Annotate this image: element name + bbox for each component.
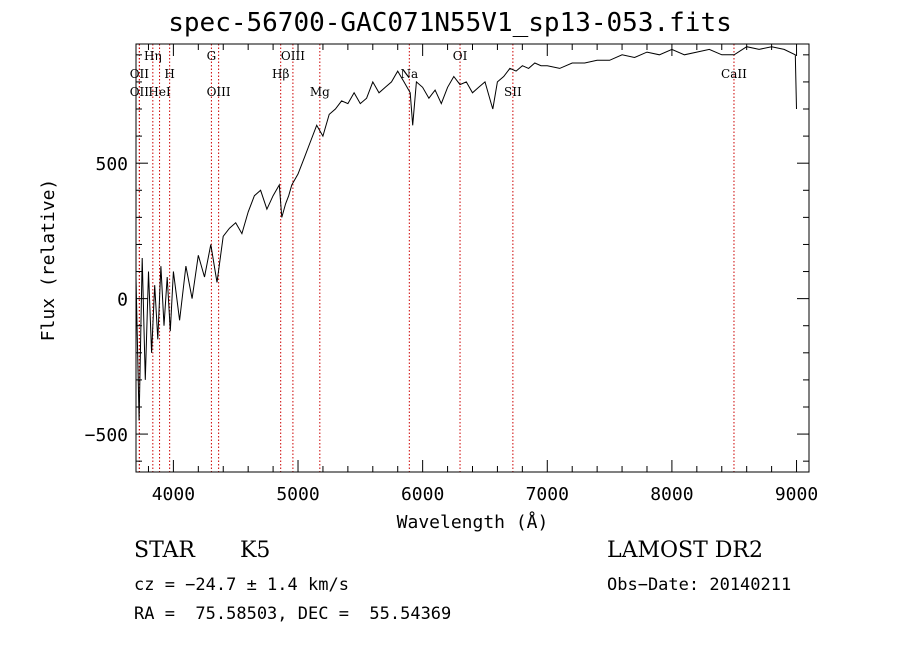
line-marker-label-2: H bbox=[164, 67, 174, 81]
x-axis-label: Wavelength (Å) bbox=[397, 511, 549, 533]
spectrum-line bbox=[135, 46, 797, 421]
line-marker-label-12: SII bbox=[504, 85, 522, 99]
x-tick-label-0: 4000 bbox=[152, 484, 195, 505]
y-tick-label-0: −500 bbox=[85, 425, 128, 446]
line-marker-label-4: HeI bbox=[148, 85, 171, 99]
line-marker-label-10: Na bbox=[400, 67, 418, 81]
obs-date-label: Obs−Date: 20140211 bbox=[607, 575, 792, 595]
x-tick-label-1: 5000 bbox=[276, 484, 319, 505]
line-marker-label-8: Hβ bbox=[272, 67, 289, 81]
x-tick-label-2: 6000 bbox=[401, 484, 444, 505]
object-class: STAR bbox=[134, 538, 195, 563]
survey-label: LAMOST DR2 bbox=[607, 538, 763, 563]
coordinates-label: RA = 75.58503, DEC = 55.54369 bbox=[134, 604, 452, 624]
line-marker-label-13: CaII bbox=[721, 67, 747, 81]
line-marker-label-1: OII bbox=[130, 67, 150, 81]
line-marker-label-7: OIII bbox=[281, 49, 305, 63]
x-tick-label-4: 8000 bbox=[650, 484, 693, 505]
line-marker-label-3: OII bbox=[130, 85, 150, 99]
plot-frame bbox=[135, 43, 810, 473]
redshift-label: cz = −24.7 ± 1.4 km/s bbox=[134, 575, 349, 595]
x-tick-label-3: 7000 bbox=[526, 484, 569, 505]
line-marker-label-11: OI bbox=[453, 49, 468, 63]
y-axis-label: Flux (relative) bbox=[38, 179, 59, 342]
y-tick-label-1: 0 bbox=[117, 290, 128, 311]
x-tick-label-5: 9000 bbox=[775, 484, 818, 505]
line-marker-label-6: OIII bbox=[207, 85, 231, 99]
chart-title: spec-56700-GAC071N55V1_sp13-053.fits bbox=[168, 8, 732, 38]
line-marker-label-0: Hη bbox=[144, 49, 162, 63]
line-marker-label-9: Mg bbox=[310, 85, 330, 99]
object-subclass: K5 bbox=[240, 538, 271, 563]
y-tick-label-2: 500 bbox=[95, 154, 128, 175]
line-marker-label-5: G bbox=[207, 49, 217, 63]
